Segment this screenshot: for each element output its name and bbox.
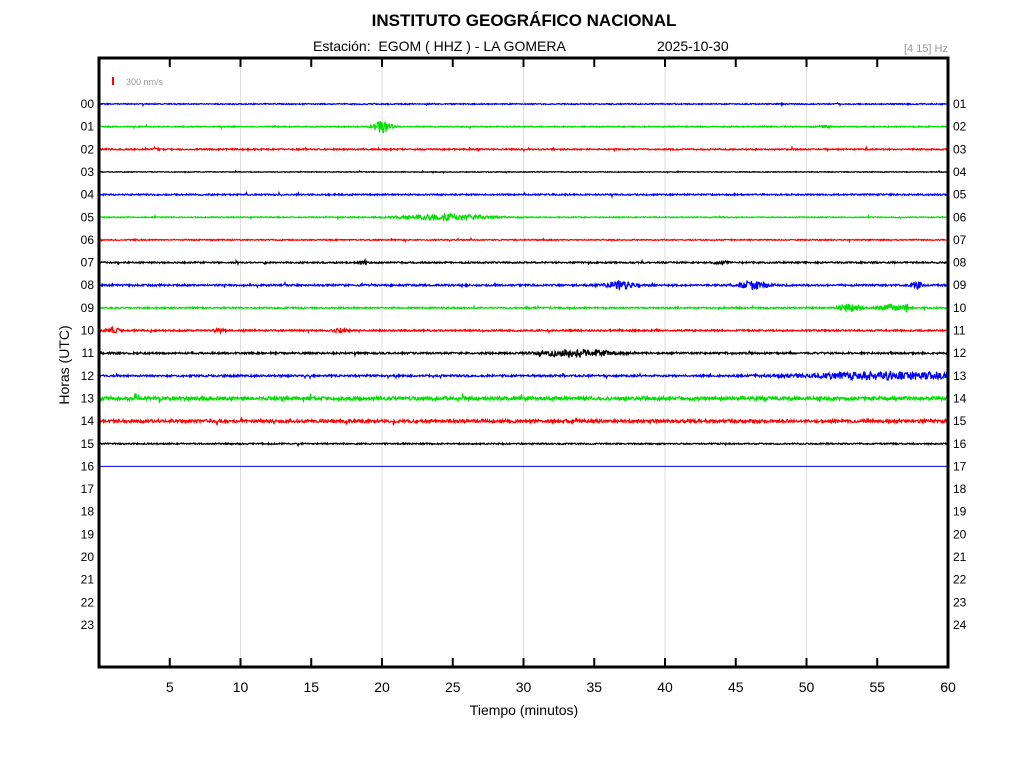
seismic-trace <box>98 393 949 404</box>
x-tick-label: 25 <box>445 679 461 695</box>
hour-label-left: 06 <box>81 233 95 247</box>
seismic-trace <box>98 257 949 267</box>
y-axis-label: Horas (UTC) <box>56 325 72 404</box>
hour-label-left: 23 <box>81 618 95 632</box>
seismic-trace <box>98 348 949 359</box>
seismic-trace <box>98 303 949 313</box>
hour-label-left: 20 <box>81 550 95 564</box>
hour-label-right: 24 <box>953 618 967 632</box>
scale-label: 300 nm/s <box>126 77 164 87</box>
hour-label-left: 04 <box>81 188 95 202</box>
hour-label-right: 06 <box>953 210 967 224</box>
hour-label-right: 12 <box>953 346 967 360</box>
hour-label-left: 09 <box>81 301 95 315</box>
chart-title: INSTITUTO GEOGRÁFICO NACIONAL <box>372 11 677 30</box>
hour-label-left: 11 <box>82 346 95 360</box>
seismic-trace <box>98 370 949 382</box>
seismic-trace <box>98 169 949 175</box>
x-tick-label: 55 <box>869 679 885 695</box>
hour-label-left: 12 <box>81 369 95 383</box>
seismic-trace <box>98 101 949 108</box>
seismic-trace <box>98 145 949 153</box>
hour-label-left: 00 <box>81 97 95 111</box>
seismic-trace <box>98 236 949 244</box>
hour-label-left: 05 <box>81 210 95 224</box>
x-ticks: 5 10 15 20 25 30 35 40 45 50 55 60 <box>166 58 956 695</box>
hour-label-right: 16 <box>953 437 967 451</box>
hour-label-right: 15 <box>953 414 967 428</box>
hour-label-left: 17 <box>81 482 95 496</box>
hour-label-left: 10 <box>81 324 95 338</box>
hour-label-right: 01 <box>953 97 967 111</box>
hour-label-right: 23 <box>953 595 967 609</box>
hour-label-right: 03 <box>953 142 967 156</box>
hour-label-left: 03 <box>81 165 95 179</box>
x-tick-label: 40 <box>657 679 673 695</box>
hour-label-left: 13 <box>81 391 95 405</box>
x-tick-label: 35 <box>586 679 602 695</box>
x-tick-label: 20 <box>374 679 390 695</box>
hour-label-left: 15 <box>81 437 95 451</box>
seismic-trace <box>98 190 949 199</box>
filter-label: [4 15] Hz <box>904 43 948 55</box>
hour-label-right: 09 <box>953 278 967 292</box>
trace-group <box>98 101 949 467</box>
hour-label-right: 07 <box>953 233 967 247</box>
hour-label-left: 16 <box>81 459 95 473</box>
hour-label-right: 08 <box>953 256 967 270</box>
hour-label-left: 14 <box>81 414 95 428</box>
hour-label-left: 21 <box>81 573 95 587</box>
x-tick-label: 50 <box>799 679 815 695</box>
x-tick-label: 60 <box>940 679 956 695</box>
seismic-trace <box>98 211 948 223</box>
hour-label-right: 22 <box>953 573 967 587</box>
grid-lines <box>240 58 807 667</box>
x-tick-label: 5 <box>166 679 174 695</box>
seismic-trace <box>98 325 949 335</box>
hour-label-right: 04 <box>953 165 967 179</box>
hour-label-right: 02 <box>953 120 967 134</box>
seismic-trace <box>98 121 949 134</box>
hour-label-right: 13 <box>953 369 967 383</box>
hour-label-right: 14 <box>953 391 967 405</box>
hour-label-right: 10 <box>953 301 967 315</box>
hour-label-right: 05 <box>953 188 967 202</box>
scale-bar <box>112 77 114 85</box>
hour-label-right: 21 <box>953 550 967 564</box>
hour-label-right: 20 <box>953 527 967 541</box>
hour-label-right: 11 <box>953 324 966 338</box>
hour-labels: 00 01 01 02 02 03 03 04 04 05 05 06 06 07 07 08 08 09 09 10… <box>81 97 967 632</box>
x-tick-label: 45 <box>728 679 744 695</box>
x-tick-label: 10 <box>233 679 249 695</box>
hour-label-left: 07 <box>81 256 95 270</box>
hour-label-right: 17 <box>953 459 967 473</box>
x-axis-label: Tiempo (minutos) <box>470 702 578 718</box>
hour-label-left: 08 <box>81 278 95 292</box>
seismic-trace <box>98 417 949 426</box>
x-tick-label: 15 <box>303 679 319 695</box>
seismic-trace <box>98 441 949 448</box>
hour-label-left: 19 <box>81 527 95 541</box>
seismic-trace <box>98 279 949 291</box>
date-label: 2025-10-30 <box>657 38 729 54</box>
hour-label-right: 19 <box>953 505 967 519</box>
hour-label-right: 18 <box>953 482 967 496</box>
hour-label-left: 22 <box>81 595 95 609</box>
hour-label-left: 02 <box>81 142 95 156</box>
station-label: Estación: EGOM ( HHZ ) - LA GOMERA <box>313 38 566 54</box>
x-tick-label: 30 <box>516 679 532 695</box>
hour-label-left: 18 <box>81 505 95 519</box>
hour-label-left: 01 <box>81 120 95 134</box>
